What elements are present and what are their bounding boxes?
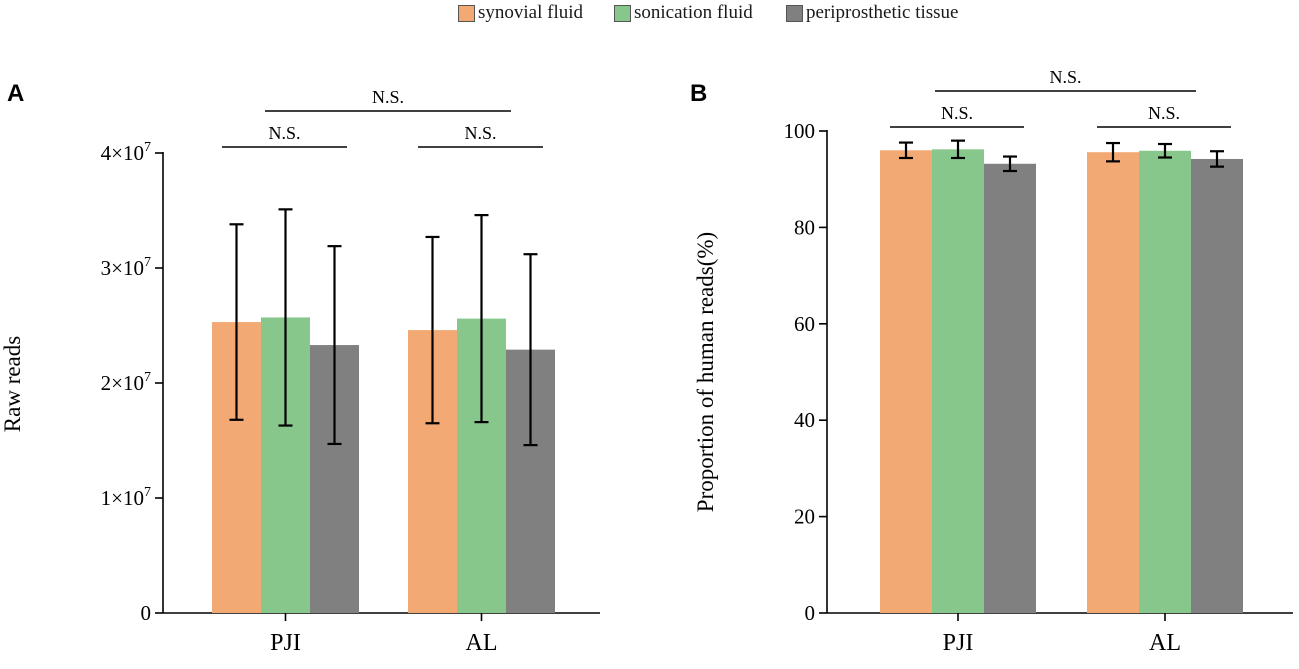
- legend-label-periprosthetic-tissue: periprosthetic tissue: [806, 2, 959, 23]
- panel-b-label: B: [690, 80, 708, 107]
- panel-b-bar-al-sonication-fluid: [1139, 150, 1191, 613]
- panel-a-label: A: [7, 80, 25, 107]
- legend-swatch-synovial-fluid: [458, 4, 475, 22]
- panel-b-x-tick-label-al: AL: [1149, 630, 1181, 656]
- legend-item-periprosthetic-tissue: periprosthetic tissue: [786, 2, 959, 24]
- panel-b-x-tick-label-pji: PJI: [943, 630, 974, 656]
- legend-item-synovial-fluid: synovial fluid: [458, 2, 583, 24]
- panel-a-y-tick-label: 3×107: [101, 255, 151, 280]
- legend-item-sonication-fluid: sonication fluid: [614, 2, 753, 24]
- panel-b-significance-label: N.S.: [1049, 67, 1081, 87]
- legend-swatch-periprosthetic-tissue: [786, 4, 803, 22]
- panel-a-y-axis-title: Raw reads: [0, 336, 25, 432]
- legend-swatch-sonication-fluid: [614, 4, 631, 22]
- panel-b-y-tick-label: 0: [805, 601, 816, 625]
- panel-b-y-tick-label: 20: [794, 505, 815, 529]
- panel-b-bar-pji-sonication-fluid: [932, 149, 984, 614]
- panel-b-y-axis-title: Proportion of human reads(%): [693, 232, 718, 512]
- panel-a-y-tick-label: 1×107: [101, 485, 151, 510]
- panel-a-x-tick-label-al: AL: [466, 630, 498, 656]
- panel-b-significance-label: N.S.: [1148, 103, 1180, 123]
- panel-b-bar-al-periprosthetic-tissue: [1191, 158, 1243, 613]
- panel-a-y-tick-label: 0: [141, 601, 152, 625]
- panel-b-y-tick-label: 100: [784, 119, 816, 143]
- panel-b-bar-pji-synovial-fluid: [880, 150, 932, 613]
- panel-a-y-tick-label: 2×107: [101, 370, 151, 395]
- panel-a-significance-label: N.S.: [268, 123, 300, 143]
- panel-b-y-tick-label: 40: [794, 408, 815, 432]
- panel-a-significance-label: N.S.: [372, 87, 404, 107]
- panel-b-bar-pji-periprosthetic-tissue: [984, 163, 1036, 613]
- legend-label-synovial-fluid: synovial fluid: [478, 2, 584, 23]
- panel-b-y-tick-label: 80: [794, 215, 815, 239]
- chart-legend: synovial fluid sonication fluid peripros…: [0, 0, 1299, 30]
- panel-b-significance-label: N.S.: [941, 103, 973, 123]
- panel-a-x-tick-label-pji: PJI: [270, 630, 301, 656]
- panel-b-y-tick-label: 60: [794, 312, 815, 336]
- panel-b-bar-al-synovial-fluid: [1087, 152, 1139, 613]
- panel-a-y-tick-label: 4×107: [101, 140, 151, 165]
- legend-label-sonication-fluid: sonication fluid: [634, 2, 753, 23]
- panel-a-significance-label: N.S.: [464, 123, 496, 143]
